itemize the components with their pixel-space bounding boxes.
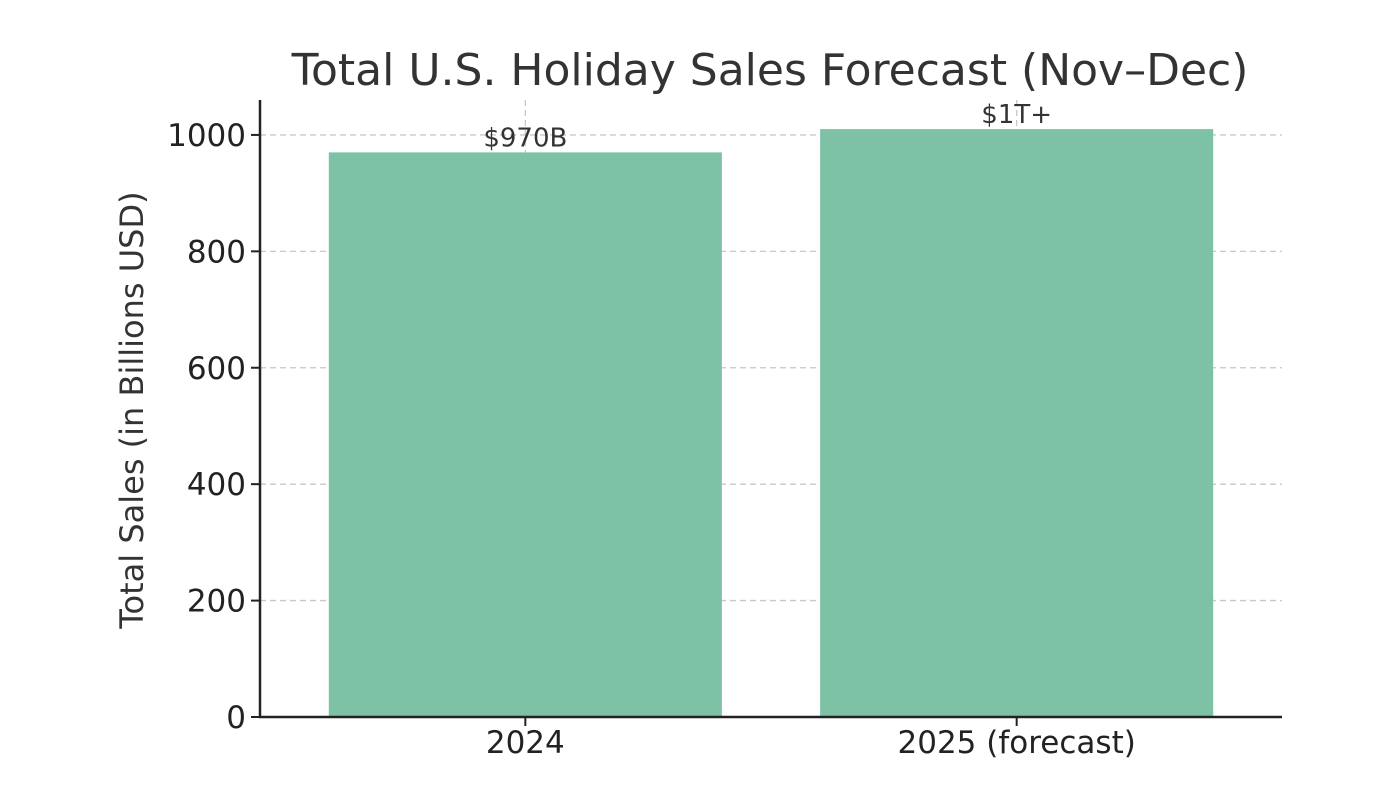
- y-tick-label: 400: [187, 467, 246, 503]
- y-tick-label: 600: [187, 351, 246, 387]
- bar-0: [328, 152, 722, 718]
- y-tick-label: 800: [187, 234, 246, 270]
- bar-1: [820, 129, 1214, 718]
- data-label: $1T+: [981, 100, 1052, 130]
- x-tick-label: 2024: [486, 725, 565, 761]
- y-tick-label: 1000: [167, 118, 246, 154]
- y-tick-label: 200: [187, 584, 246, 620]
- data-labels: $970B $1T+: [483, 100, 1052, 153]
- axes: [258, 100, 1282, 719]
- ticks: 0 200 400 600 800 1000 2024 2025 (forecast): [167, 118, 1136, 761]
- bars: [328, 129, 1214, 718]
- x-tick-label: 2025 (forecast): [898, 725, 1136, 761]
- data-label: $970B: [483, 123, 567, 153]
- chart-title: Total U.S. Holiday Sales Forecast (Nov–D…: [291, 45, 1249, 96]
- y-tick-label: 0: [226, 700, 246, 736]
- y-axis-title: Total Sales (in Billions USD): [113, 191, 151, 629]
